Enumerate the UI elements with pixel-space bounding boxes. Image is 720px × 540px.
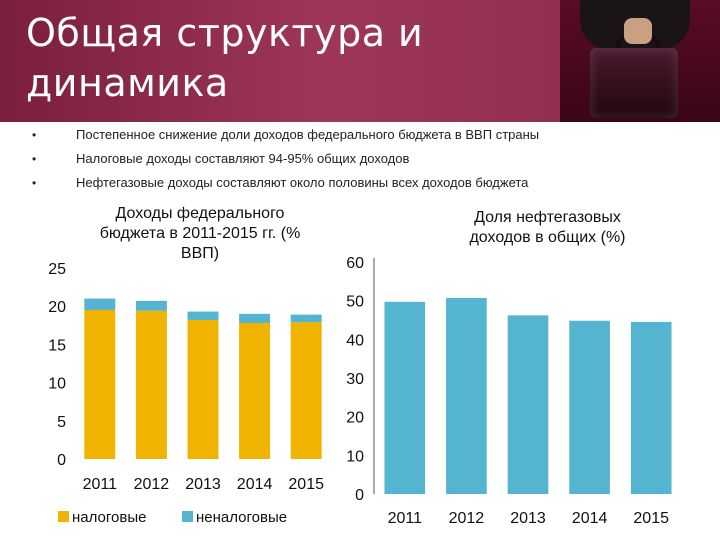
chart1-x-tick-label: 2013 xyxy=(185,476,221,493)
oilgas-bar xyxy=(446,297,487,494)
legend-label: налоговые xyxy=(72,509,146,526)
bullet-text: Постепенное снижение доли доходов федера… xyxy=(76,127,540,142)
chart2-y-tick-label: 0 xyxy=(355,487,364,504)
title-line-2: динамика xyxy=(26,61,229,105)
chart2-y-tick-label: 30 xyxy=(346,371,364,388)
nontax-bar xyxy=(239,313,271,324)
bullet-list: • Постепенное снижение доли доходов федер… xyxy=(28,126,539,198)
legend-swatch xyxy=(182,511,193,522)
chart2-y-tick-label: 50 xyxy=(346,294,364,311)
chart2-x-tick-label: 2011 xyxy=(388,510,423,527)
legend-swatch xyxy=(58,511,69,522)
nontax-bar xyxy=(290,314,322,323)
title-line-1: Общая структура и xyxy=(26,11,424,55)
chart1-title: Доходы федерального бюджета в 2011-2015 … xyxy=(60,204,340,264)
bullet-item: • Нефтегазовые доходы составляют около по… xyxy=(28,174,539,198)
oilgas-bar xyxy=(507,315,549,494)
businessman-photo xyxy=(560,0,720,122)
chart1-y-tick-label: 5 xyxy=(57,414,66,431)
chart1-y-tick-label: 0 xyxy=(57,452,66,469)
legend-label: неналоговые xyxy=(196,509,287,526)
tax-bar xyxy=(187,319,219,459)
bullet-text: Налоговые доходы составляют 94-95% общих… xyxy=(76,151,410,166)
chart1-x-tick-label: 2012 xyxy=(134,476,170,493)
chart1-x-tick-label: 2015 xyxy=(288,476,324,493)
chart2-y-tick-label: 60 xyxy=(346,255,364,272)
oilgas-bar xyxy=(384,301,426,494)
chart1-title-line: ВВП) xyxy=(180,245,220,262)
bullet-dot-icon: • xyxy=(32,176,37,190)
chart1-x-tick-label: 2011 xyxy=(83,476,118,493)
chart1-y-tick-label: 20 xyxy=(48,299,66,316)
chart2-y-tick-label: 10 xyxy=(346,448,364,465)
bullet-text: Нефтегазовые доходы составляют около пол… xyxy=(76,175,529,190)
bullet-dot-icon: • xyxy=(32,128,37,142)
nontax-bar xyxy=(84,298,116,311)
oilgas-bar xyxy=(569,320,610,494)
tax-bar xyxy=(239,323,271,459)
chart2-y-tick-label: 20 xyxy=(346,410,364,427)
bullet-item: • Налоговые доходы составляют 94-95% общи… xyxy=(28,150,539,174)
bullet-dot-icon: • xyxy=(32,152,37,166)
nontax-bar xyxy=(135,300,167,311)
chart2-title-line: доходов в общих (%) xyxy=(469,229,626,246)
chart1-title-line: бюджета в 2011-2015 гг. (% xyxy=(99,225,301,242)
chart2-title-line: Доля нефтегазовых xyxy=(474,209,621,226)
chart1-y-tick-label: 10 xyxy=(48,376,66,393)
chart2-title: Доля нефтегазовых доходов в общих (%) xyxy=(430,208,665,248)
chart2-x-tick-label: 2015 xyxy=(633,510,669,527)
chart1-title-line: Доходы федерального xyxy=(115,205,285,222)
oilgas-bar xyxy=(630,321,672,494)
tax-bar xyxy=(84,310,116,459)
chart1-x-tick-label: 2014 xyxy=(237,476,273,493)
tax-bar xyxy=(135,310,167,459)
briefcase-image xyxy=(590,48,678,118)
nontax-bar xyxy=(187,311,219,320)
chart2-x-tick-label: 2014 xyxy=(572,510,608,527)
chart2-x-tick-label: 2012 xyxy=(449,510,485,527)
chart1-y-tick-label: 15 xyxy=(48,337,66,354)
chart2-x-tick-label: 2013 xyxy=(510,510,546,527)
chart2-y-tick-label: 40 xyxy=(346,332,364,349)
tax-bar xyxy=(290,322,322,459)
bullet-item: • Постепенное снижение доли доходов федер… xyxy=(28,126,539,150)
page-title: Общая структура и динамика xyxy=(26,8,423,108)
